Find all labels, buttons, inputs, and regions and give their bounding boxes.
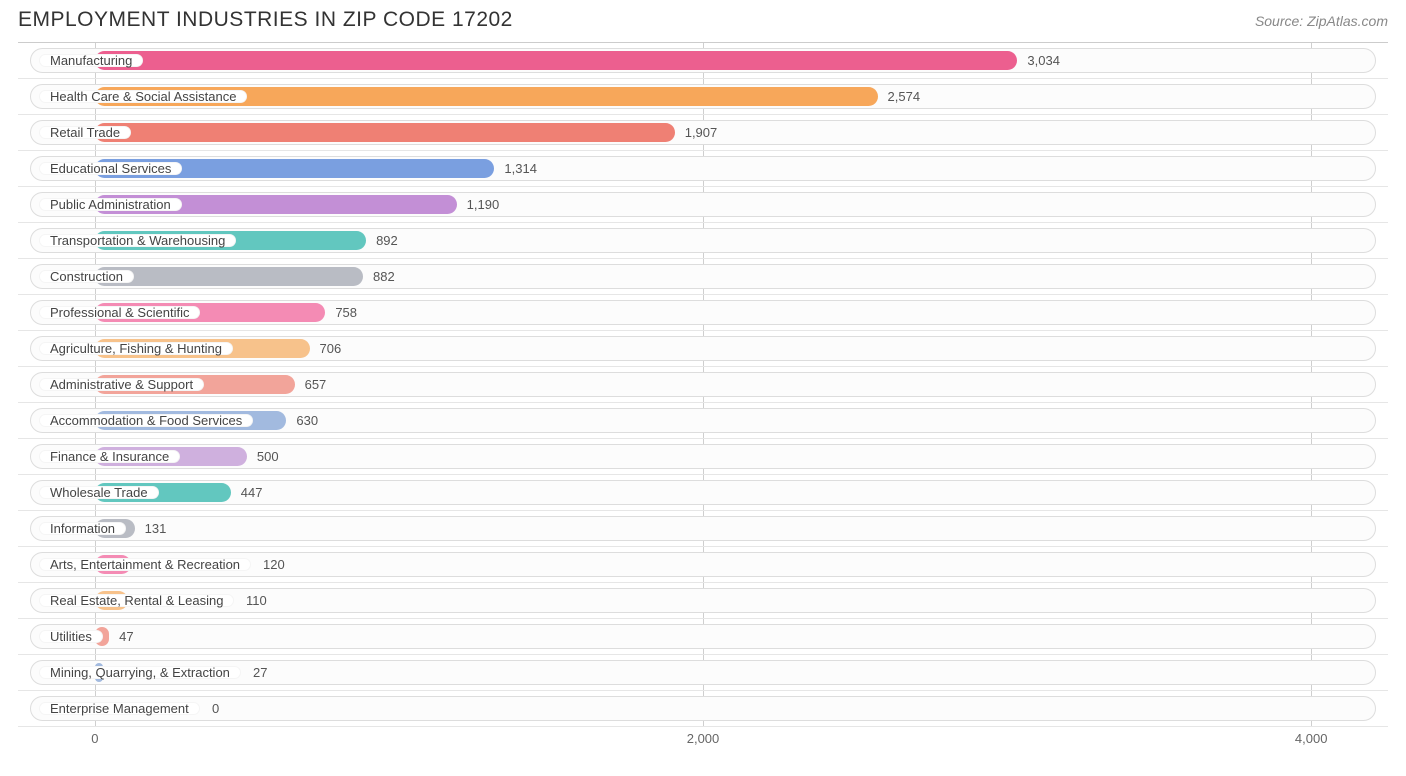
value-label: 1,314 bbox=[504, 151, 537, 186]
bar-track bbox=[30, 696, 1376, 721]
bar bbox=[95, 267, 363, 286]
category-pill: Agriculture, Fishing & Hunting bbox=[39, 342, 233, 355]
value-label: 1,907 bbox=[685, 115, 718, 150]
bar-row: Information 131 bbox=[18, 511, 1388, 547]
value-label: 27 bbox=[253, 655, 267, 690]
value-label: 758 bbox=[335, 295, 357, 330]
category-pill: Manufacturing bbox=[39, 54, 143, 67]
value-label: 47 bbox=[119, 619, 133, 654]
chart-header: EMPLOYMENT INDUSTRIES IN ZIP CODE 17202 … bbox=[18, 8, 1388, 32]
bar-row: Mining, Quarrying, & Extraction 27 bbox=[18, 655, 1388, 691]
bar-row: Manufacturing 3,034 bbox=[18, 43, 1388, 79]
x-tick-label: 0 bbox=[91, 731, 98, 746]
category-pill: Accommodation & Food Services bbox=[39, 414, 253, 427]
chart-area: Manufacturing3,034Health Care & Social A… bbox=[18, 42, 1388, 727]
bar-row: Educational Services 1,314 bbox=[18, 151, 1388, 187]
bar-track bbox=[30, 516, 1376, 541]
value-label: 110 bbox=[246, 583, 267, 618]
category-pill: Information bbox=[39, 522, 126, 535]
x-axis: 0 2,000 4,000 bbox=[18, 727, 1388, 753]
x-tick-label: 2,000 bbox=[687, 731, 720, 746]
bar-row: Agriculture, Fishing & Hunting 706 bbox=[18, 331, 1388, 367]
bar-row: Utilities 47 bbox=[18, 619, 1388, 655]
value-label: 0 bbox=[212, 691, 219, 726]
bar-track bbox=[30, 624, 1376, 649]
bar bbox=[95, 51, 1018, 70]
value-label: 120 bbox=[263, 547, 285, 582]
category-pill: Finance & Insurance bbox=[39, 450, 180, 463]
value-label: 3,034 bbox=[1027, 43, 1060, 78]
bar-row: Real Estate, Rental & Leasing 110 bbox=[18, 583, 1388, 619]
category-pill: Public Administration bbox=[39, 198, 182, 211]
value-label: 630 bbox=[296, 403, 318, 438]
value-label: 706 bbox=[320, 331, 342, 366]
category-pill: Construction bbox=[39, 270, 134, 283]
category-pill: Arts, Entertainment & Recreation bbox=[39, 558, 251, 571]
bar bbox=[95, 123, 675, 142]
bar-row: Administrative & Support 657 bbox=[18, 367, 1388, 403]
category-pill: Transportation & Warehousing bbox=[39, 234, 236, 247]
category-pill: Administrative & Support bbox=[39, 378, 204, 391]
category-pill: Real Estate, Rental & Leasing bbox=[39, 594, 234, 607]
value-label: 2,574 bbox=[888, 79, 921, 114]
value-label: 131 bbox=[145, 511, 167, 546]
chart-source: Source: ZipAtlas.com bbox=[1255, 13, 1388, 29]
bar-row: Construction 882 bbox=[18, 259, 1388, 295]
category-pill: Utilities bbox=[39, 630, 103, 643]
category-pill: Enterprise Management bbox=[39, 702, 200, 715]
bar-row: Professional & Scientific 758 bbox=[18, 295, 1388, 331]
category-pill: Professional & Scientific bbox=[39, 306, 200, 319]
bar-row: Retail Trade 1,907 bbox=[18, 115, 1388, 151]
value-label: 657 bbox=[305, 367, 327, 402]
x-tick-label: 4,000 bbox=[1295, 731, 1328, 746]
bar-track bbox=[30, 480, 1376, 505]
value-label: 882 bbox=[373, 259, 395, 294]
bar-row: Public Administration 1,190 bbox=[18, 187, 1388, 223]
category-pill: Mining, Quarrying, & Extraction bbox=[39, 666, 241, 679]
bar-row: Accommodation & Food Services 630 bbox=[18, 403, 1388, 439]
bar-row: Wholesale Trade 447 bbox=[18, 475, 1388, 511]
value-label: 500 bbox=[257, 439, 279, 474]
bar-row: Health Care & Social Assistance 2,574 bbox=[18, 79, 1388, 115]
bar-row: Transportation & Warehousing 892 bbox=[18, 223, 1388, 259]
value-label: 447 bbox=[241, 475, 263, 510]
bar-row: Arts, Entertainment & Recreation 120 bbox=[18, 547, 1388, 583]
bar-row: Finance & Insurance 500 bbox=[18, 439, 1388, 475]
category-pill: Wholesale Trade bbox=[39, 486, 159, 499]
value-label: 892 bbox=[376, 223, 398, 258]
bar-row: Enterprise Management 0 bbox=[18, 691, 1388, 727]
category-pill: Educational Services bbox=[39, 162, 182, 175]
category-pill: Health Care & Social Assistance bbox=[39, 90, 247, 103]
value-label: 1,190 bbox=[467, 187, 500, 222]
chart-title: EMPLOYMENT INDUSTRIES IN ZIP CODE 17202 bbox=[18, 8, 513, 32]
category-pill: Retail Trade bbox=[39, 126, 131, 139]
